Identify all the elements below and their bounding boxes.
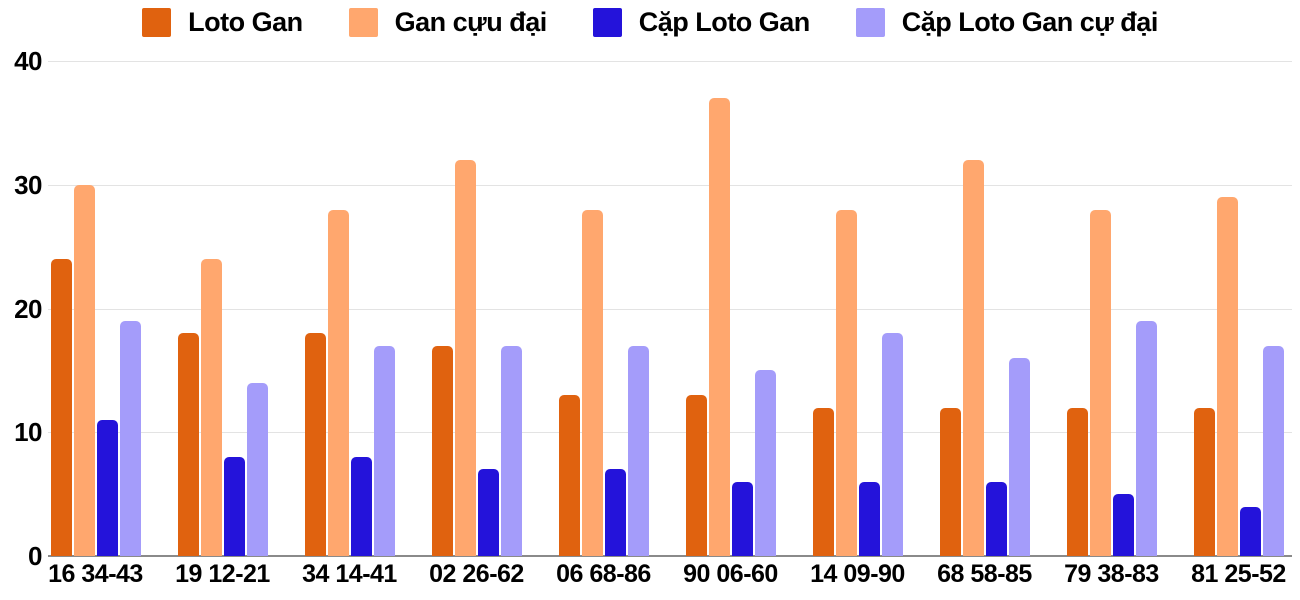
bar: [1089, 209, 1111, 556]
y-axis-tick-30: 30: [14, 169, 42, 200]
x-axis-label: 16 34-43: [48, 560, 143, 588]
gridline-10: [48, 432, 1292, 434]
bar: [985, 481, 1007, 556]
bar-group-3: [286, 61, 413, 556]
bar: [1112, 494, 1134, 556]
bar: [500, 345, 522, 556]
bar: [858, 481, 880, 556]
y-axis-tick-0: 0: [28, 541, 42, 571]
legend-label-loto-gan: Loto Gan: [188, 7, 303, 37]
bar: [835, 209, 857, 556]
x-axis-label: 19 12-21: [175, 560, 270, 588]
bar: [119, 320, 141, 556]
x-axis-label: 02 26-62: [429, 560, 524, 588]
bar: [304, 333, 326, 556]
legend-swatch-loto-gan: [142, 8, 172, 37]
x-axis-labels: 16 34-43 19 12-21 34 14-41 02 26-62 06 68-86…: [32, 560, 1300, 589]
bar: [431, 345, 453, 556]
bar: [939, 407, 961, 556]
bar: [223, 457, 245, 556]
bar-group-4: [413, 61, 540, 556]
legend-swatch-gan-cuu-dai: [348, 8, 378, 37]
bar: [327, 209, 349, 556]
bar: [1008, 358, 1030, 556]
bar: [246, 382, 268, 556]
bar: [96, 419, 118, 556]
bar: [1239, 506, 1261, 556]
x-axis-label: 79 38-83: [1064, 560, 1159, 588]
legend-swatch-cap-loto-gan-cu-dai: [855, 8, 885, 37]
bar-group-7: [794, 61, 921, 556]
x-axis-label: 06 68-86: [556, 560, 651, 588]
bar: [685, 395, 707, 556]
x-axis-label: 34 14-41: [302, 560, 397, 588]
bar: [558, 395, 580, 556]
bar: [581, 209, 603, 556]
legend-item-gan-cuu-dai: Gan cựu đại: [348, 7, 548, 38]
x-axis-label: 68 58-85: [937, 560, 1032, 588]
legend-item-cap-loto-gan: Cặp Loto Gan: [592, 7, 811, 38]
gridline-40: [48, 61, 1292, 62]
bar: [373, 345, 395, 556]
chart-legend: Loto Gan Gan cựu đại Cặp Loto Gan Cặp Lo…: [0, 7, 1300, 38]
x-axis-label: 81 25-52: [1191, 560, 1286, 588]
bar: [962, 160, 984, 556]
bar: [754, 370, 776, 556]
y-axis-tick-20: 20: [14, 293, 42, 324]
bar: [200, 259, 222, 556]
x-axis-label: 90 06-60: [683, 560, 778, 588]
y-axis-tick-10: 10: [14, 417, 42, 448]
legend-item-loto-gan: Loto Gan: [142, 7, 303, 38]
bar: [177, 333, 199, 556]
bar: [1216, 197, 1238, 556]
bar-group-1: [32, 61, 159, 556]
bar: [731, 481, 753, 556]
legend-swatch-cap-loto-gan: [592, 8, 622, 37]
bar: [1066, 407, 1088, 556]
bar: [812, 407, 834, 556]
bar: [1193, 407, 1215, 556]
legend-label-gan-cuu-dai: Gan cựu đại: [394, 7, 548, 37]
bar: [881, 333, 903, 556]
legend-label-cap-loto-gan: Cặp Loto Gan: [638, 7, 811, 37]
gridline-30: [48, 184, 1292, 186]
bar-group-5: [540, 61, 667, 556]
bar: [350, 457, 372, 556]
bar-group-2: [159, 61, 286, 556]
bar: [627, 345, 649, 556]
legend-label-cap-loto-gan-cu-dai: Cặp Loto Gan cự đại: [901, 7, 1159, 37]
bar-group-6: [667, 61, 794, 556]
bar-group-10: [1175, 61, 1300, 556]
bar: [50, 259, 72, 556]
plot-area: [48, 61, 1292, 557]
legend-item-cap-loto-gan-cu-dai: Cặp Loto Gan cự đại: [855, 7, 1159, 38]
bars-layer: [32, 61, 1300, 556]
bar: [604, 469, 626, 556]
gridline-20: [48, 308, 1292, 310]
y-axis-tick-40: 40: [14, 46, 42, 76]
x-axis-line: [48, 555, 1292, 557]
bar-group-9: [1048, 61, 1175, 556]
bar: [73, 184, 95, 556]
bar: [477, 469, 499, 556]
x-axis-label: 14 09-90: [810, 560, 905, 588]
bar: [454, 160, 476, 556]
bar-group-8: [921, 61, 1048, 556]
bar: [708, 98, 730, 556]
bar: [1262, 345, 1284, 556]
bar: [1135, 320, 1157, 556]
